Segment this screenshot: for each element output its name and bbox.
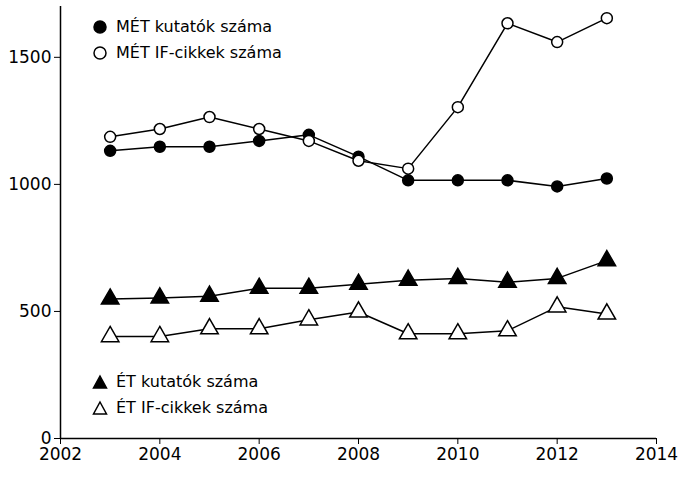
svg-text:0: 0 [40, 427, 52, 448]
svg-text:2008: 2008 [337, 444, 380, 464]
html-text:ÉT IF-cikkek száma: ÉT IF-cikkek száma [116, 398, 268, 417]
svg-text:2014: 2014 [635, 444, 678, 464]
html-text:MÉT IF-cikkek száma: MÉT IF-cikkek száma [116, 43, 282, 62]
html-text:ÉT kutatók száma: ÉT kutatók száma [116, 372, 259, 391]
svg-text:500: 500 [19, 301, 51, 321]
svg-text:2012: 2012 [536, 444, 579, 464]
svg-text:2006: 2006 [238, 444, 281, 464]
svg-text:2004: 2004 [138, 444, 181, 464]
svg-text:1500: 1500 [8, 47, 51, 67]
svg-text:1000: 1000 [8, 174, 51, 194]
html-text:MÉT kutatók száma: MÉT kutatók száma [116, 17, 273, 36]
svg-text:2010: 2010 [436, 444, 479, 464]
svg-text:2002: 2002 [39, 444, 82, 464]
